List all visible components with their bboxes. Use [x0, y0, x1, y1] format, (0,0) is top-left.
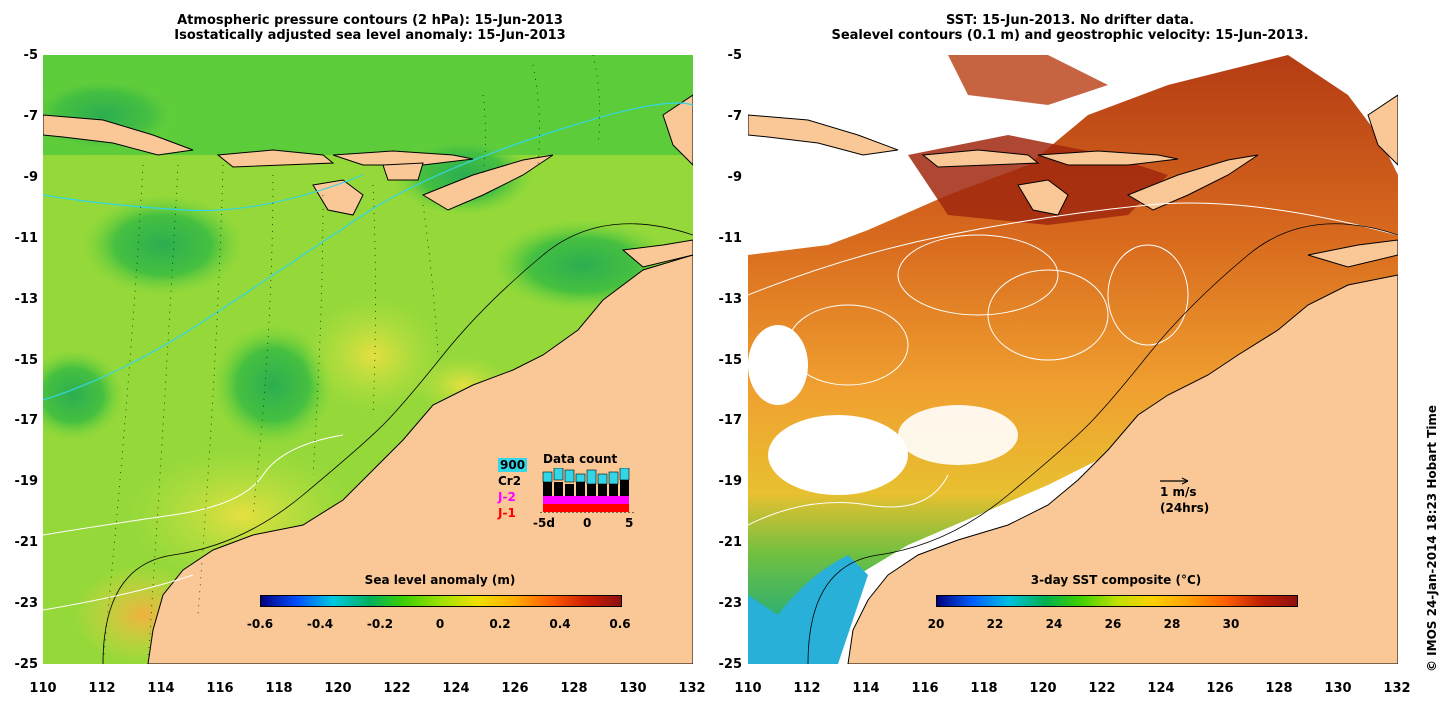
legend-j2: J-2	[498, 490, 516, 504]
sla-tick-5: 0.4	[549, 617, 571, 631]
data-count-title: Data count	[543, 452, 618, 466]
left-xtick-10: 130	[619, 681, 647, 696]
sst-tick-3: 26	[1104, 617, 1122, 631]
right-xtick-3: 116	[911, 681, 939, 696]
left-ytick-0: -5	[23, 48, 38, 63]
right-ytick-9: -23	[718, 596, 743, 611]
left-xtick-7: 124	[442, 681, 470, 696]
imos-credit: © IMOS 24-Jan-2014 18:23 Hobart Time	[1412, 395, 1439, 675]
data-count-tick-0: 0	[583, 516, 592, 530]
sst-tick-0: 20	[927, 617, 945, 631]
left-xtick-9: 128	[560, 681, 588, 696]
legend-j1: J-1	[498, 506, 516, 520]
imos-credit-text: © IMOS 24-Jan-2014 18:23 Hobart Time	[1425, 404, 1439, 672]
sla-tick-4: 0.2	[489, 617, 511, 631]
data-count-bars	[542, 468, 630, 512]
right-xtick-7: 124	[1147, 681, 1175, 696]
data-count-tick-m5: -5d	[533, 516, 555, 530]
right-ytick-0: -5	[727, 48, 742, 63]
right-ytick-10: -25	[718, 657, 743, 672]
sst-tick-4: 28	[1163, 617, 1181, 631]
sst-colorbar-title: 3-day SST composite (°C)	[1030, 573, 1202, 587]
right-xtick-10: 130	[1324, 681, 1352, 696]
right-ytick-1: -7	[727, 109, 742, 124]
sla-tick-6: 0.6	[609, 617, 631, 631]
right-ytick-3: -11	[718, 231, 743, 246]
left-title-line2: Isostatically adjusted sea level anomaly…	[174, 28, 566, 43]
sla-tick-3: 0	[435, 617, 445, 631]
right-xtick-5: 120	[1029, 681, 1057, 696]
right-xtick-9: 128	[1265, 681, 1293, 696]
sla-colorbar	[260, 595, 622, 607]
right-xtick-2: 114	[852, 681, 880, 696]
legend-cr2: Cr2	[498, 474, 522, 488]
sla-tick-0: -0.6	[246, 617, 274, 631]
left-ytick-7: -19	[14, 474, 39, 489]
sst-map-graphic	[747, 55, 1399, 665]
right-xtick-1: 112	[793, 681, 821, 696]
right-ytick-4: -13	[718, 292, 743, 307]
left-xtick-5: 120	[324, 681, 352, 696]
legend-900: 900	[498, 458, 528, 472]
right-xtick-11: 132	[1383, 681, 1411, 696]
sea-level-anomaly-map: 900 Cr2 J-2 J-1 Data count	[23, 54, 694, 665]
left-title: Atmospheric pressure contours (2 hPa): 1…	[60, 13, 680, 43]
right-title-line1: SST: 15-Jun-2013. No drifter data.	[945, 13, 1195, 28]
left-xtick-0: 110	[29, 681, 57, 696]
left-ytick-6: -17	[14, 413, 39, 428]
right-xtick-4: 118	[970, 681, 998, 696]
left-ytick-9: -23	[14, 596, 39, 611]
left-ytick-8: -21	[14, 535, 39, 550]
left-ytick-3: -11	[14, 231, 39, 246]
sst-tick-1: 22	[986, 617, 1004, 631]
right-title: SST: 15-Jun-2013. No drifter data. Seale…	[760, 13, 1380, 43]
data-count-tick-5: 5	[625, 516, 634, 530]
sst-colorbar	[936, 595, 1298, 607]
left-xtick-6: 122	[383, 681, 411, 696]
left-ytick-5: -15	[14, 353, 39, 368]
left-xtick-1: 112	[88, 681, 116, 696]
sla-tick-1: -0.4	[306, 617, 334, 631]
data-count-legend: 900 Cr2 J-2 J-1 Data count	[493, 450, 663, 540]
sst-tick-5: 30	[1222, 617, 1240, 631]
velocity-scale-sublabel: (24hrs)	[1160, 501, 1210, 515]
left-ytick-2: -9	[23, 170, 38, 185]
right-ytick-2: -9	[727, 170, 742, 185]
left-xtick-8: 126	[501, 681, 529, 696]
left-xtick-4: 118	[265, 681, 293, 696]
left-ytick-10: -25	[14, 657, 39, 672]
left-xtick-3: 116	[206, 681, 234, 696]
left-xtick-11: 132	[678, 681, 706, 696]
sla-tick-2: -0.2	[366, 617, 394, 631]
sst-tick-2: 24	[1045, 617, 1063, 631]
right-xtick-8: 126	[1206, 681, 1234, 696]
left-xtick-2: 114	[147, 681, 175, 696]
right-xtick-6: 122	[1088, 681, 1116, 696]
right-ytick-8: -21	[718, 535, 743, 550]
right-xtick-0: 110	[734, 681, 762, 696]
right-title-line2: Sealevel contours (0.1 m) and geostrophi…	[831, 28, 1309, 43]
left-ytick-1: -7	[23, 109, 38, 124]
sst-map: 1 m/s (24hrs) 3-day SST composite (°C) 2…	[747, 55, 1399, 665]
right-ytick-5: -15	[718, 353, 743, 368]
sla-map-graphic	[23, 54, 694, 665]
right-ytick-7: -19	[718, 474, 743, 489]
velocity-scale-label: 1 m/s	[1160, 485, 1197, 499]
right-ytick-6: -17	[718, 413, 743, 428]
left-title-line1: Atmospheric pressure contours (2 hPa): 1…	[177, 13, 563, 28]
left-ytick-4: -13	[14, 292, 39, 307]
sla-colorbar-title: Sea level anomaly (m)	[364, 573, 516, 587]
